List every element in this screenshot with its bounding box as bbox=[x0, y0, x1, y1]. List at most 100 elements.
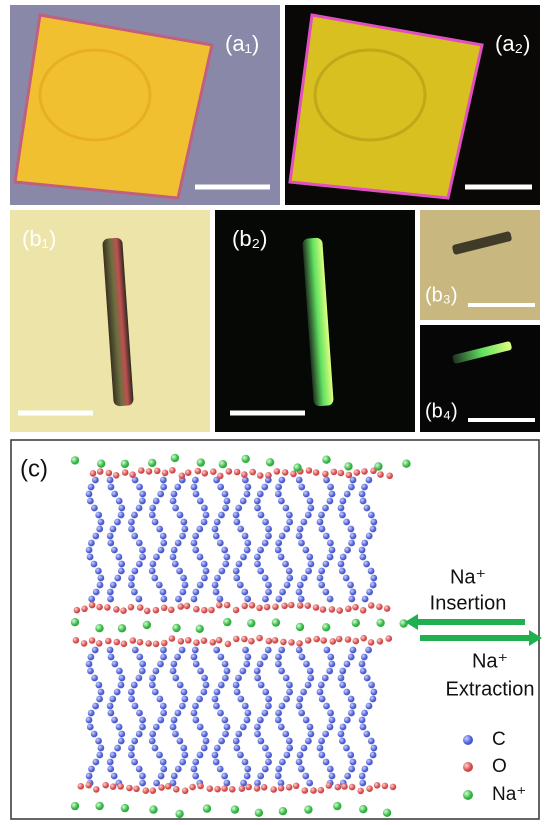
atom bbox=[214, 574, 221, 582]
atom bbox=[113, 688, 121, 696]
atom bbox=[304, 511, 312, 519]
atom bbox=[133, 785, 140, 793]
atom bbox=[135, 674, 143, 682]
atom bbox=[343, 660, 351, 668]
atom bbox=[295, 622, 305, 632]
atom bbox=[298, 709, 306, 717]
atom bbox=[223, 601, 231, 609]
atom bbox=[128, 744, 135, 752]
atom bbox=[117, 511, 125, 519]
panel-b4 bbox=[420, 325, 540, 432]
atom bbox=[337, 560, 345, 568]
atom bbox=[281, 602, 288, 610]
atom bbox=[200, 518, 208, 526]
atom bbox=[193, 639, 200, 646]
atom bbox=[109, 525, 117, 533]
atom bbox=[174, 653, 182, 661]
atom bbox=[282, 730, 290, 738]
atom bbox=[319, 606, 327, 613]
atom bbox=[339, 553, 347, 561]
crystal-plate bbox=[13, 13, 214, 200]
atom bbox=[328, 606, 336, 613]
atom bbox=[196, 723, 204, 731]
atom bbox=[296, 751, 304, 759]
atom bbox=[373, 782, 381, 789]
atom bbox=[193, 605, 200, 613]
atom bbox=[136, 483, 144, 491]
atom bbox=[95, 737, 102, 745]
atom bbox=[196, 458, 205, 467]
atom bbox=[128, 695, 136, 703]
atom bbox=[174, 709, 182, 717]
atom bbox=[313, 635, 321, 643]
atom bbox=[302, 772, 310, 780]
atom bbox=[139, 660, 147, 668]
panel-b3 bbox=[420, 210, 540, 320]
atom bbox=[295, 702, 303, 710]
atom bbox=[129, 471, 136, 479]
atom bbox=[96, 525, 104, 533]
atom bbox=[209, 639, 217, 646]
atom bbox=[307, 674, 315, 682]
atom bbox=[106, 758, 114, 766]
atom bbox=[224, 640, 232, 648]
panel-label: (c) bbox=[20, 455, 48, 482]
atom bbox=[181, 581, 189, 589]
atom bbox=[117, 681, 125, 689]
atom bbox=[200, 744, 208, 752]
atom bbox=[241, 454, 250, 464]
atom bbox=[170, 716, 178, 724]
atom bbox=[131, 758, 139, 766]
atom bbox=[121, 469, 129, 476]
atom bbox=[248, 602, 256, 609]
atom bbox=[222, 674, 229, 682]
atom bbox=[322, 588, 330, 596]
atom bbox=[139, 497, 146, 505]
atom bbox=[275, 660, 282, 668]
atom bbox=[179, 702, 186, 710]
atom bbox=[337, 674, 345, 682]
atom bbox=[135, 504, 143, 512]
atom bbox=[357, 787, 365, 795]
atom bbox=[320, 637, 328, 644]
atom bbox=[370, 688, 378, 696]
atom bbox=[215, 636, 223, 644]
atom bbox=[217, 653, 225, 661]
atom bbox=[118, 730, 126, 738]
atom bbox=[138, 467, 145, 474]
atom bbox=[361, 595, 369, 603]
atom bbox=[223, 553, 231, 561]
panel-label: (a₁) bbox=[225, 31, 259, 56]
atom bbox=[111, 490, 119, 498]
atom bbox=[136, 604, 144, 611]
atom bbox=[136, 638, 144, 646]
atom bbox=[88, 595, 96, 603]
atom bbox=[239, 723, 247, 731]
atom bbox=[292, 782, 300, 790]
atom bbox=[149, 787, 157, 794]
atom bbox=[217, 483, 225, 491]
atom bbox=[232, 737, 240, 745]
atom bbox=[293, 463, 302, 472]
atom bbox=[369, 751, 377, 759]
atom bbox=[184, 469, 192, 477]
atom bbox=[151, 574, 159, 582]
atom bbox=[322, 470, 329, 478]
atom bbox=[366, 588, 373, 596]
atom bbox=[131, 532, 139, 540]
atom bbox=[225, 468, 233, 475]
atom bbox=[139, 546, 146, 554]
atom bbox=[217, 709, 224, 717]
legend-label: Na⁺ bbox=[492, 784, 526, 805]
atom bbox=[223, 723, 231, 731]
atom bbox=[343, 716, 351, 724]
atom bbox=[278, 646, 286, 654]
atom bbox=[322, 532, 330, 540]
atom bbox=[92, 532, 100, 540]
atom bbox=[136, 709, 143, 717]
atom bbox=[369, 695, 377, 703]
atom bbox=[273, 468, 281, 475]
atom bbox=[344, 546, 351, 554]
panel-label: (b₁) bbox=[22, 226, 56, 251]
atom bbox=[275, 765, 283, 773]
